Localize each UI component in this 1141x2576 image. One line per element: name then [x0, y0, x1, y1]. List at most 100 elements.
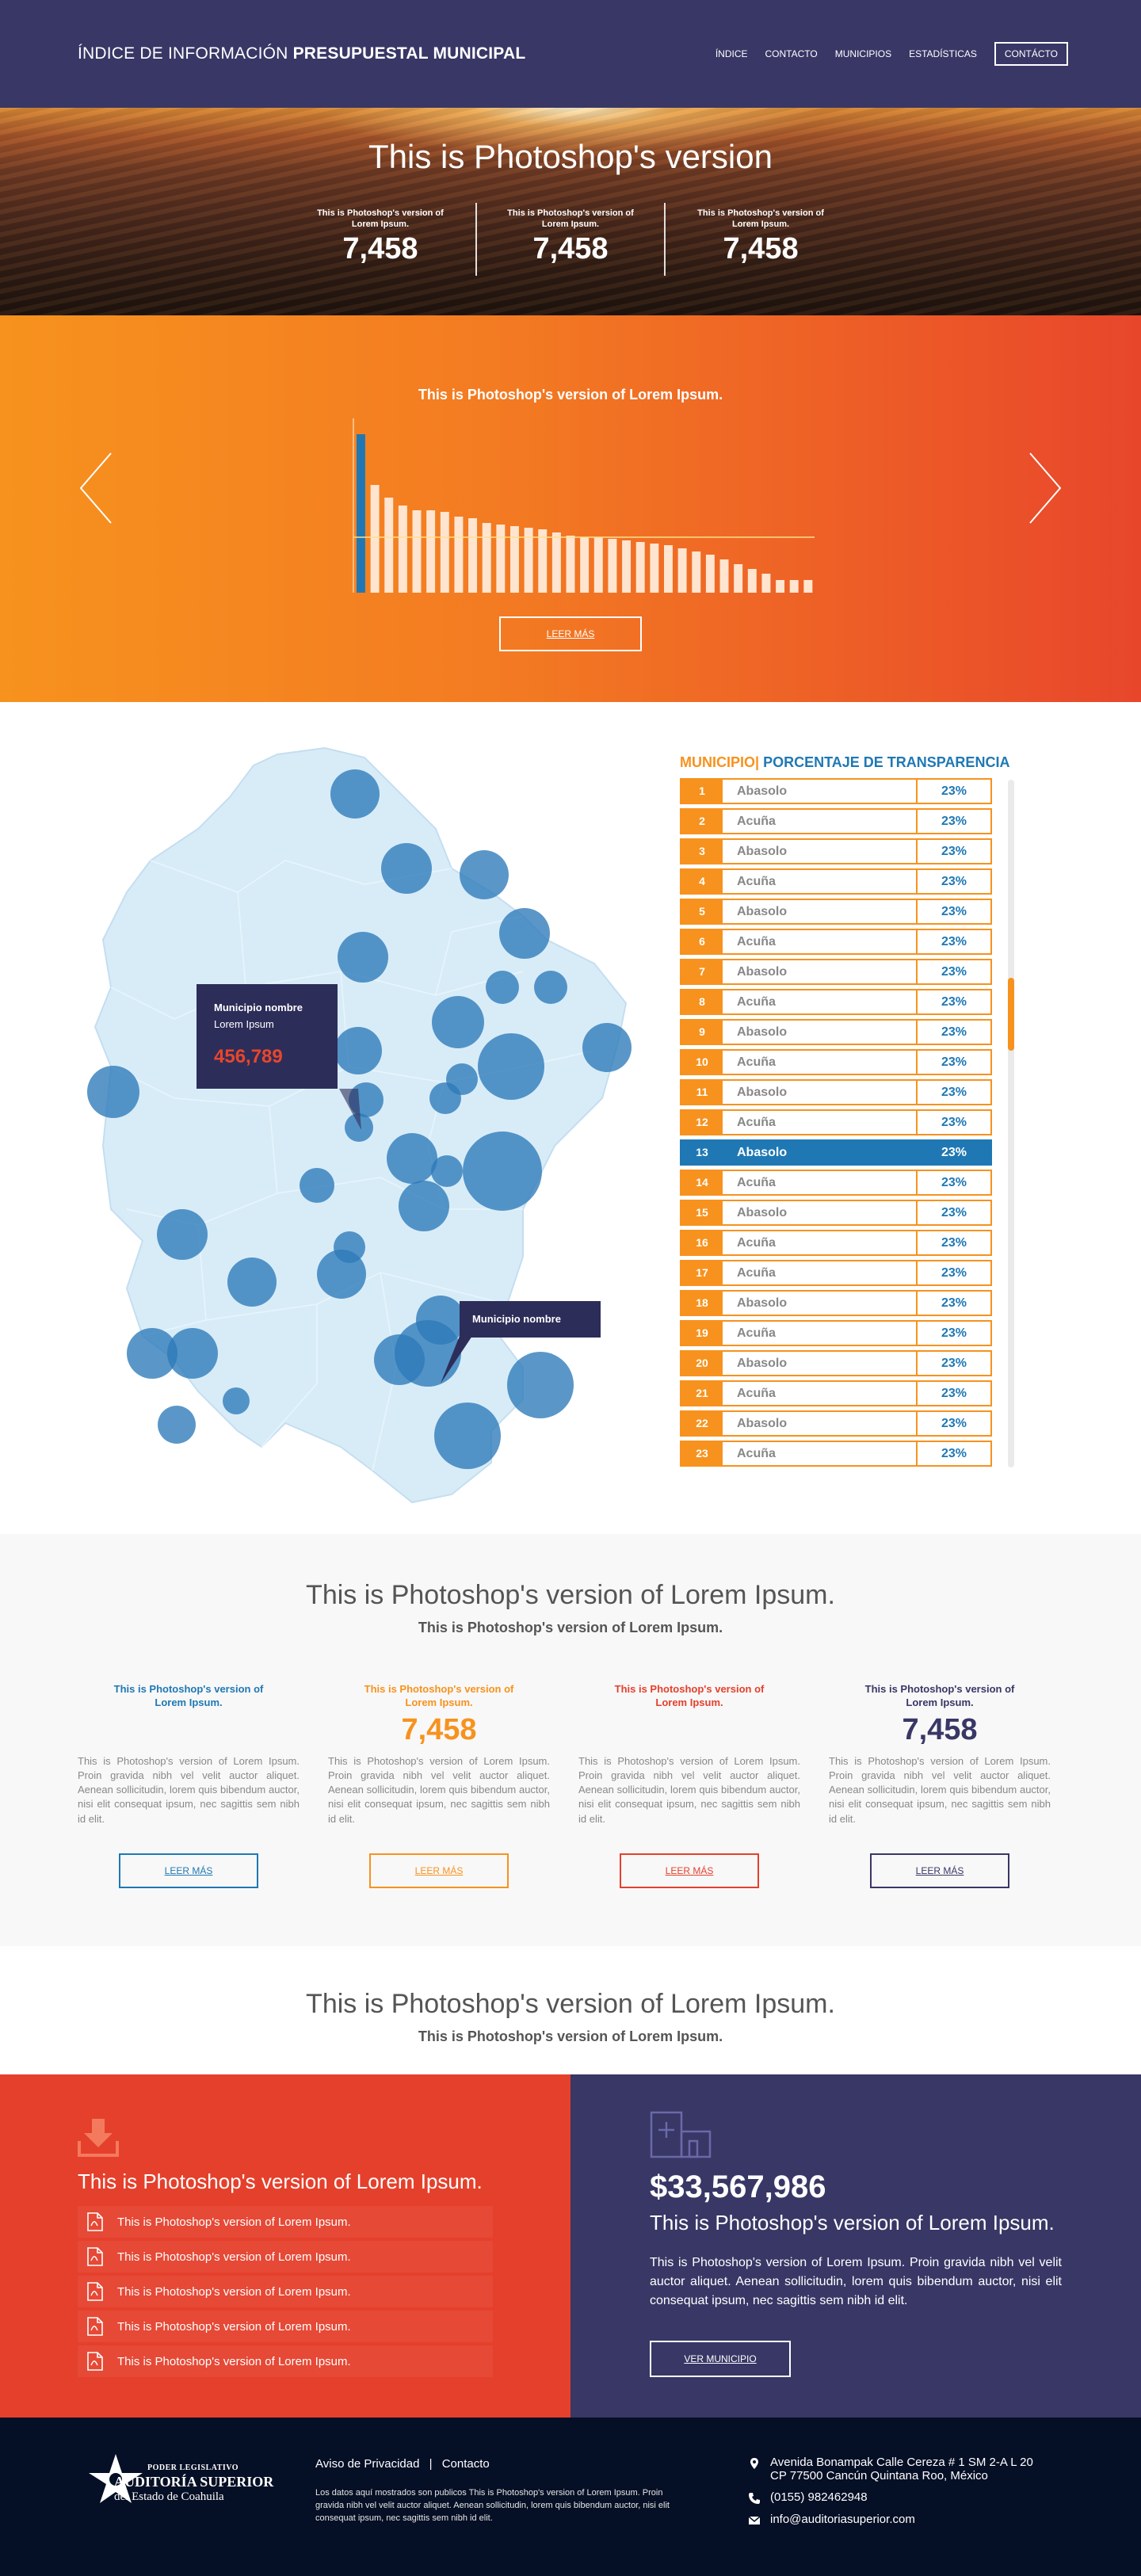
- table-scrollbar[interactable]: [1008, 780, 1014, 1467]
- chart-bar[interactable]: [734, 564, 743, 593]
- table-row[interactable]: 13 Abasolo 23%: [680, 1139, 992, 1166]
- chart-bar[interactable]: [635, 542, 645, 593]
- download-item[interactable]: This is Photoshop's version of Lorem Ips…: [78, 2206, 493, 2238]
- table-row[interactable]: 5 Abasolo 23%: [680, 899, 992, 925]
- map-bubble[interactable]: [167, 1328, 218, 1379]
- chart-bar[interactable]: [677, 548, 687, 593]
- map-bubble[interactable]: [223, 1387, 250, 1414]
- map-bubble[interactable]: [87, 1066, 139, 1118]
- card-read-more-button[interactable]: LEER MÁS: [620, 1853, 759, 1888]
- table-row[interactable]: 19 Acuña 23%: [680, 1320, 992, 1346]
- chart-bar[interactable]: [566, 536, 575, 593]
- map-bubble[interactable]: [157, 1209, 208, 1260]
- chart-bar[interactable]: [650, 544, 659, 593]
- chart-bar[interactable]: [664, 545, 673, 593]
- chart-bar[interactable]: [705, 555, 715, 593]
- nav-contact-button[interactable]: CONTÁCTO: [994, 42, 1068, 66]
- chart-bar[interactable]: [608, 539, 617, 593]
- site-brand[interactable]: ÍNDICE DE INFORMACIÓN PRESUPUESTAL MUNIC…: [78, 44, 525, 63]
- table-row[interactable]: 16 Acuña 23%: [680, 1230, 992, 1256]
- map-bubble[interactable]: [334, 1027, 382, 1074]
- map-bubble[interactable]: [432, 996, 484, 1048]
- chart-bar[interactable]: [524, 528, 533, 593]
- chart-bar[interactable]: [761, 574, 771, 593]
- table-row[interactable]: 10 Acuña 23%: [680, 1049, 992, 1075]
- table-row[interactable]: 14 Acuña 23%: [680, 1170, 992, 1196]
- table-row[interactable]: 9 Abasolo 23%: [680, 1019, 992, 1045]
- map-bubble[interactable]: [300, 1168, 334, 1203]
- chart-bar[interactable]: [482, 523, 491, 593]
- table-row[interactable]: 20 Abasolo 23%: [680, 1350, 992, 1376]
- table-row[interactable]: 17 Acuña 23%: [680, 1260, 992, 1286]
- map-bubble[interactable]: [387, 1133, 437, 1184]
- chart-bar[interactable]: [370, 485, 380, 593]
- table-row[interactable]: 7 Abasolo 23%: [680, 959, 992, 985]
- chart-bar[interactable]: [357, 434, 365, 593]
- chart-bar[interactable]: [538, 529, 548, 593]
- privacy-link[interactable]: Aviso de Privacidad: [315, 2457, 420, 2471]
- table-row[interactable]: 11 Abasolo 23%: [680, 1079, 992, 1105]
- map-bubble[interactable]: [507, 1352, 574, 1418]
- chart-read-more-button[interactable]: LEER MÁS: [499, 616, 642, 651]
- card-read-more-button[interactable]: LEER MÁS: [870, 1853, 1009, 1888]
- table-row[interactable]: 15 Abasolo 23%: [680, 1200, 992, 1226]
- scrollbar-thumb[interactable]: [1008, 978, 1014, 1051]
- map-bubble[interactable]: [534, 971, 567, 1004]
- download-item[interactable]: This is Photoshop's version of Lorem Ips…: [78, 2241, 493, 2273]
- nav-link-estadisticas[interactable]: ESTADÍSTICAS: [909, 48, 977, 59]
- table-row[interactable]: 23 Acuña 23%: [680, 1441, 992, 1467]
- map-bubble[interactable]: [330, 769, 380, 819]
- map-bubble[interactable]: [499, 908, 550, 959]
- chart-bar[interactable]: [454, 517, 464, 593]
- view-municipality-button[interactable]: VER MUNICIPIO: [650, 2341, 791, 2377]
- nav-link-municipios[interactable]: MUNICIPIOS: [834, 48, 892, 59]
- table-row[interactable]: 18 Abasolo 23%: [680, 1290, 992, 1316]
- map-bubble[interactable]: [478, 1033, 544, 1100]
- chart-bar[interactable]: [384, 498, 394, 593]
- chart-bar[interactable]: [412, 510, 422, 593]
- map-bubble[interactable]: [486, 971, 519, 1004]
- email-address[interactable]: info@auditoriasuperior.com: [770, 2513, 915, 2526]
- chart-bar[interactable]: [426, 510, 436, 593]
- chart-bar[interactable]: [580, 537, 590, 593]
- nav-link-contacto[interactable]: CONTACTO: [765, 48, 818, 59]
- table-row[interactable]: 21 Acuña 23%: [680, 1380, 992, 1406]
- map-bubble[interactable]: [227, 1257, 277, 1307]
- chart-bar[interactable]: [789, 580, 799, 593]
- chevron-right-icon[interactable]: [1025, 448, 1065, 528]
- map-bubble[interactable]: [429, 1082, 461, 1114]
- chart-bar[interactable]: [440, 512, 449, 593]
- table-row[interactable]: 2 Acuña 23%: [680, 808, 992, 834]
- map-bubble[interactable]: [127, 1328, 177, 1379]
- download-item[interactable]: This is Photoshop's version of Lorem Ips…: [78, 2345, 493, 2377]
- map-bubble[interactable]: [345, 1113, 373, 1142]
- map-bubble[interactable]: [317, 1250, 366, 1299]
- chart-bar[interactable]: [692, 551, 701, 593]
- chart-bar[interactable]: [719, 559, 729, 593]
- chart-bar[interactable]: [551, 532, 561, 593]
- map-bubble[interactable]: [395, 1320, 461, 1387]
- map-bubble[interactable]: [434, 1402, 501, 1469]
- table-row[interactable]: 6 Acuña 23%: [680, 929, 992, 955]
- chart-bar[interactable]: [747, 569, 757, 593]
- map-bubble[interactable]: [399, 1181, 449, 1231]
- chart-bar[interactable]: [593, 537, 603, 593]
- table-row[interactable]: 4 Acuña 23%: [680, 868, 992, 895]
- card-read-more-button[interactable]: LEER MÁS: [369, 1853, 509, 1888]
- chart-bar[interactable]: [510, 526, 519, 593]
- download-item[interactable]: This is Photoshop's version of Lorem Ips…: [78, 2311, 493, 2342]
- download-item[interactable]: This is Photoshop's version of Lorem Ips…: [78, 2276, 493, 2307]
- table-row[interactable]: 8 Acuña 23%: [680, 989, 992, 1015]
- map-bubble[interactable]: [158, 1406, 196, 1444]
- chart-bar[interactable]: [803, 580, 813, 593]
- nav-link-indice[interactable]: ÍNDICE: [715, 48, 748, 59]
- map-bubble[interactable]: [431, 1155, 463, 1187]
- table-row[interactable]: 1 Abasolo 23%: [680, 778, 992, 804]
- map-bubble[interactable]: [381, 843, 432, 894]
- map-bubble[interactable]: [463, 1132, 542, 1211]
- chart-bar[interactable]: [496, 525, 506, 593]
- map-bubble[interactable]: [338, 932, 388, 983]
- chart-bar[interactable]: [776, 580, 785, 593]
- phone-number[interactable]: (0155) 982462948: [770, 2490, 868, 2504]
- chart-bar[interactable]: [622, 540, 632, 593]
